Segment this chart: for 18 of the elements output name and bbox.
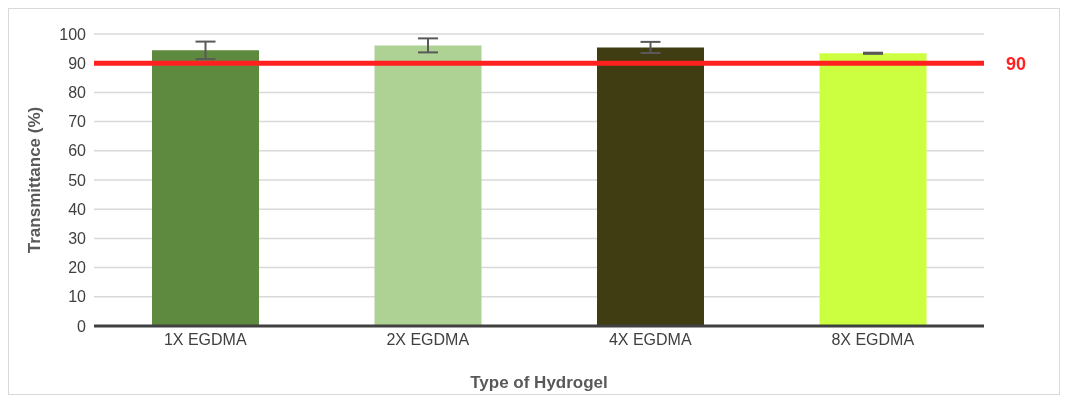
y-tick-label: 80 (68, 84, 87, 102)
ref-line-label: 90 (1006, 53, 1027, 74)
y-tick-label: 20 (68, 259, 87, 277)
y-axis-title: Transmittance (%) (25, 106, 45, 254)
y-tick-label: 0 (77, 317, 87, 335)
x-tick-label: 4X EGDMA (608, 331, 692, 349)
y-tick-label: 100 (59, 25, 87, 43)
y-tick-label: 60 (68, 142, 87, 160)
x-tick-label: 8X EGDMA (831, 331, 915, 349)
x-tick-label: 1X EGDMA (163, 331, 247, 349)
y-tick-label: 90 (68, 54, 87, 72)
y-tick-label: 50 (68, 171, 87, 189)
y-tick-label: 30 (68, 230, 87, 248)
x-axis-title: Type of Hydrogel (470, 373, 608, 392)
y-tick-label: 40 (68, 200, 87, 218)
x-tick-label: 2X EGDMA (386, 331, 470, 349)
y-tick-label: 70 (68, 113, 87, 131)
y-tick-label: 10 (68, 288, 87, 306)
